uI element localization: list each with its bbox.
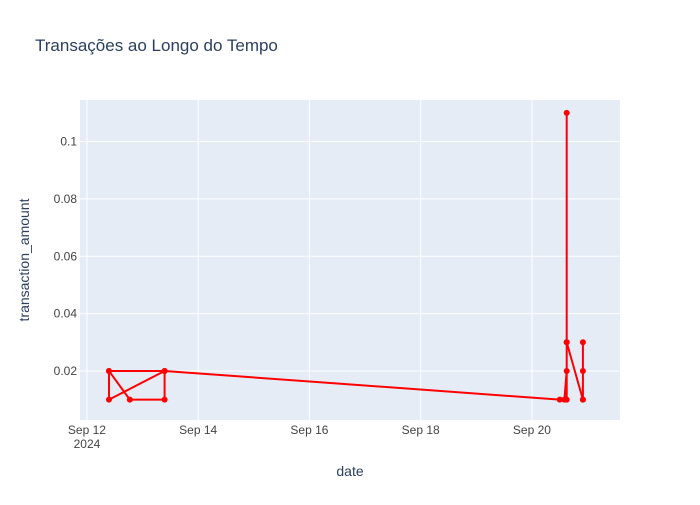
- data-point: [161, 367, 168, 374]
- plot-area: [80, 100, 620, 420]
- data-point: [563, 367, 570, 374]
- x-axis-title: date: [336, 463, 363, 479]
- x-tick-label: Sep 18: [402, 423, 440, 437]
- data-point: [579, 339, 586, 346]
- data-point: [126, 396, 133, 403]
- y-axis-title: transaction_amount: [16, 198, 32, 321]
- x-tick-label: Sep 14: [179, 423, 217, 437]
- chart-title: Transações ao Longo do Tempo: [35, 36, 278, 55]
- data-point: [556, 396, 563, 403]
- grid-lines: [80, 100, 620, 420]
- x-tick-label: Sep 12: [68, 423, 106, 437]
- y-tick-label: 0.06: [54, 249, 78, 263]
- y-tick-label: 0.1: [60, 135, 77, 149]
- x-tick-label: Sep 16: [290, 423, 328, 437]
- data-point: [105, 396, 112, 403]
- y-tick-label: 0.08: [54, 192, 78, 206]
- data-point: [563, 109, 570, 116]
- series-line: [107, 111, 584, 401]
- y-tick-label: 0.04: [54, 307, 78, 321]
- data-point: [105, 367, 112, 374]
- data-point: [563, 339, 570, 346]
- x-tick-label: Sep 20: [513, 423, 551, 437]
- data-point: [579, 367, 586, 374]
- data-point: [563, 396, 570, 403]
- data-point: [579, 396, 586, 403]
- data-point: [161, 396, 168, 403]
- x-tick-year-label: 2024: [74, 437, 101, 451]
- series-layer: [105, 109, 586, 403]
- y-tick-label: 0.02: [54, 364, 78, 378]
